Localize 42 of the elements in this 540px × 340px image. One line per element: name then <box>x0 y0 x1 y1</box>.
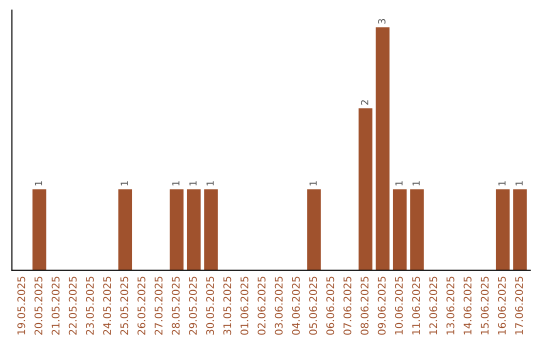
data-label: 1 <box>34 181 42 186</box>
x-tick-label: 24.05.2025 <box>103 276 112 335</box>
x-tick-label: 04.06.2025 <box>292 276 300 335</box>
x-tick-label: 21.05.2025 <box>52 276 60 335</box>
data-label: 1 <box>498 181 506 186</box>
x-tick-label: 17.06.2025 <box>515 276 524 334</box>
x-tick-label: 28.05.2025 <box>172 276 180 335</box>
x-tick-label: 27.05.2025 <box>154 276 163 335</box>
x-tick-label: 19.05.2025 <box>17 276 26 334</box>
x-tick-label: 09.06.2025 <box>378 276 386 335</box>
x-tick-label: 30.05.2025 <box>206 276 214 335</box>
x-tick-label: 31.05.2025 <box>223 276 232 335</box>
x-tick-label: 23.05.2025 <box>86 276 94 335</box>
x-tick-label: 15.06.2025 <box>480 276 489 334</box>
data-label: 3 <box>378 19 386 24</box>
data-label: 1 <box>206 181 214 186</box>
x-tick-label: 02.06.2025 <box>258 276 266 335</box>
x-tick-label: 14.06.2025 <box>464 276 472 334</box>
x-tick-label: 03.06.2025 <box>274 276 283 335</box>
x-tick-label: 26.05.2025 <box>137 276 146 335</box>
x-tick-label: 07.06.2025 <box>343 276 352 335</box>
x-tick-label: 01.06.2025 <box>240 276 248 335</box>
x-tick-label: 06.06.2025 <box>326 276 334 335</box>
data-label: 1 <box>189 181 197 186</box>
x-tick-label: 20.05.2025 <box>34 276 42 335</box>
data-label: 1 <box>412 181 420 186</box>
x-tick-label: 22.05.2025 <box>68 276 77 335</box>
data-label: 2 <box>360 100 368 105</box>
x-tick-label: 13.06.2025 <box>446 276 454 334</box>
x-tick-label: 12.06.2025 <box>429 276 438 334</box>
data-label: 1 <box>516 181 523 186</box>
data-label: 1 <box>310 181 317 186</box>
data-label: 1 <box>395 181 403 186</box>
x-tick-label: 05.06.2025 <box>309 276 318 335</box>
x-tick-label: 16.06.2025 <box>498 276 506 334</box>
data-label: 1 <box>172 181 180 186</box>
data-label: 1 <box>120 181 128 186</box>
x-tick-label: 29.05.2025 <box>188 276 197 335</box>
x-tick-label: 11.06.2025 <box>412 276 420 334</box>
x-tick-label: 08.06.2025 <box>360 276 369 335</box>
x-tick-label: 25.05.2025 <box>120 276 128 335</box>
x-tick-label: 10.06.2025 <box>394 276 403 334</box>
